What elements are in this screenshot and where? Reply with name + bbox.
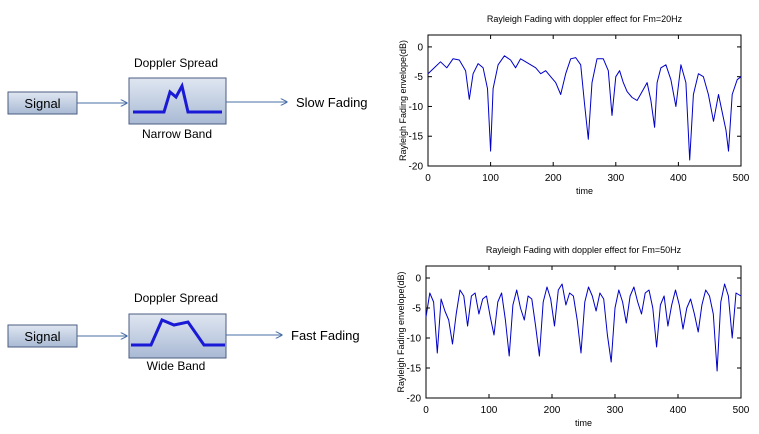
signal-label: Signal [24, 329, 60, 344]
band-label: Wide Band [147, 359, 206, 373]
y-tick-label: -10 [407, 334, 422, 345]
x-axis-label: time [575, 418, 592, 428]
doppler-spread-title: Doppler Spread [134, 56, 218, 70]
x-tick-label: 400 [670, 173, 687, 184]
doppler-spread-box [128, 77, 227, 125]
fading-envelope-line [425, 283, 742, 372]
x-tick-label: 500 [733, 173, 750, 184]
doppler-spread-box [128, 313, 227, 359]
diagram-row-fast: Signal Doppler Spread Wide Band Fast Fad… [7, 291, 360, 373]
x-tick-label: 0 [425, 173, 431, 184]
y-tick-label: -5 [414, 72, 423, 83]
band-label: Narrow Band [142, 127, 212, 141]
x-tick-label: 300 [607, 173, 624, 184]
y-tick-label: 0 [417, 42, 423, 53]
x-tick-label: 200 [544, 405, 561, 416]
narrow-spectrum-shape [133, 81, 222, 114]
x-tick-label: 100 [481, 405, 498, 416]
plot-title: Rayleigh Fading with doppler effect for … [486, 245, 682, 255]
plot-fast-fading: Rayleigh Fading with doppler effect for … [396, 245, 750, 428]
y-tick-label: -5 [412, 304, 421, 315]
fading-label: Slow Fading [296, 95, 368, 110]
fading-envelope-line [427, 55, 742, 161]
x-tick-label: 100 [482, 173, 499, 184]
x-tick-label: 400 [670, 405, 687, 416]
x-tick-label: 200 [545, 173, 562, 184]
doppler-spread-title: Doppler Spread [134, 291, 218, 305]
y-tick-label: -20 [409, 162, 424, 173]
y-tick-label: -15 [407, 364, 422, 375]
diagram-row-slow: Signal Doppler Spread Narrow Band Slow F… [7, 56, 368, 141]
y-axis-label: Rayleigh Fading envelope(dB) [396, 271, 406, 392]
wide-spectrum-shape [131, 318, 225, 347]
y-tick-label: -15 [409, 132, 424, 143]
x-tick-label: 500 [733, 405, 750, 416]
x-tick-label: 0 [423, 405, 429, 416]
x-tick-label: 300 [607, 405, 624, 416]
y-tick-label: -10 [409, 102, 424, 113]
y-tick-label: -20 [407, 394, 422, 405]
y-axis-label: Rayleigh Fading envelope(dB) [398, 40, 408, 161]
plot-frame [427, 34, 742, 167]
plot-slow-fading: Rayleigh Fading with doppler effect for … [398, 14, 750, 196]
x-axis-label: time [576, 186, 593, 196]
plot-frame [425, 265, 742, 399]
y-tick-label: 0 [415, 274, 421, 285]
plot-title: Rayleigh Fading with doppler effect for … [487, 14, 683, 24]
signal-label: Signal [24, 96, 60, 111]
fading-label: Fast Fading [291, 328, 360, 343]
